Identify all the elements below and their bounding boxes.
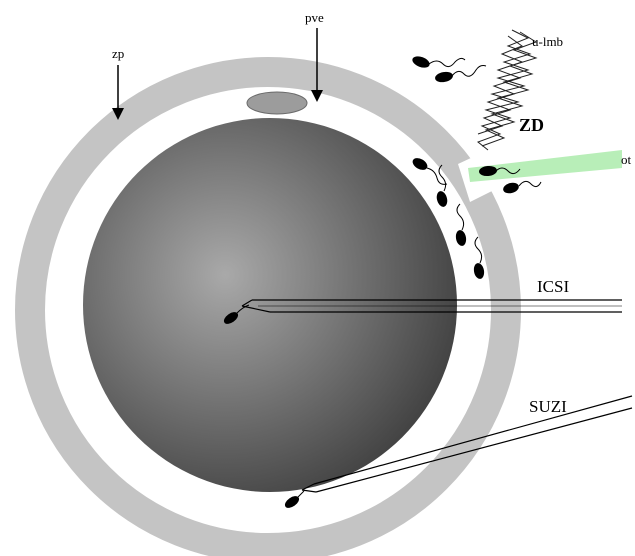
icsi-micropipette — [241, 299, 622, 313]
suzi-micropipette — [301, 395, 633, 493]
label-icsi: ICSI — [537, 277, 569, 296]
sperm-icon — [473, 236, 485, 279]
sperm-icon — [455, 203, 467, 246]
sperm-icon — [223, 304, 250, 324]
zigzag-laser-icon — [476, 29, 538, 151]
label-ot: ot — [621, 152, 632, 167]
sperm-icon — [479, 165, 521, 177]
pve-arrow-icon — [311, 28, 323, 102]
label-u-lmb: u-lmb — [532, 34, 563, 49]
sperm-icon — [412, 158, 448, 185]
zp-arrow-icon — [112, 65, 124, 120]
laser-beam — [468, 150, 622, 182]
sperm-icon — [436, 164, 448, 207]
label-suzi: SUZI — [529, 397, 567, 416]
sperm-icon — [503, 180, 542, 194]
polar-body — [246, 91, 308, 115]
sperm-icon — [412, 56, 466, 68]
label-zp: zp — [112, 46, 124, 61]
label-zd: ZD — [519, 115, 544, 135]
sperm-icon — [435, 65, 487, 83]
zona-pellucida-ring — [15, 57, 521, 556]
sperm-icon — [284, 490, 305, 508]
egg-cell — [83, 118, 457, 492]
label-pve: pve — [305, 10, 324, 25]
